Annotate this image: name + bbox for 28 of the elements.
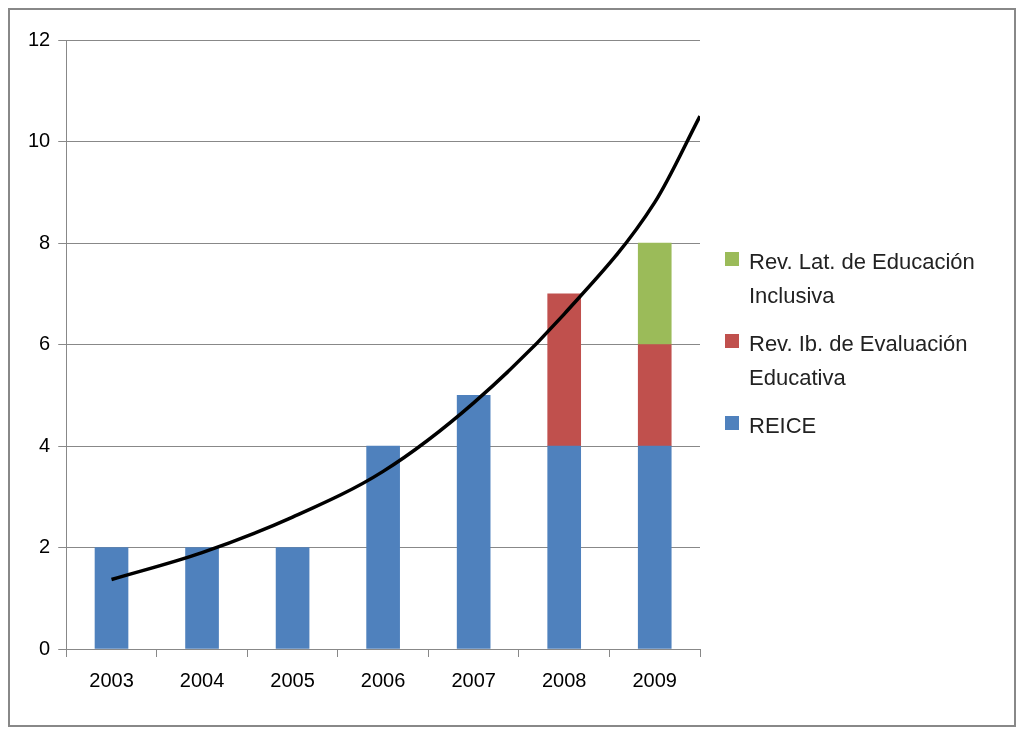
bar: [547, 445, 582, 649]
bar: [637, 242, 672, 345]
y-tick-label: 0: [39, 636, 51, 659]
bar: [366, 445, 400, 649]
x-tick-label: 2003: [89, 668, 134, 691]
bar: [637, 344, 672, 447]
x-tick-label: 2009: [632, 668, 677, 691]
legend-label: REICE: [749, 412, 817, 440]
y-tick-label: 12: [28, 27, 51, 50]
legend-label: Rev. Lat. de Educación Inclusiva: [749, 248, 976, 310]
bar: [456, 394, 491, 649]
x-tick-label: 2004: [179, 668, 225, 691]
bar: [275, 547, 310, 649]
y-tick-label: 8: [39, 230, 51, 253]
x-tick-label: 2008: [541, 668, 587, 691]
y-tick-label: 4: [39, 433, 51, 456]
bar: [547, 293, 582, 447]
bar: [185, 547, 219, 649]
x-tick-label: 2005: [270, 668, 315, 691]
bar: [94, 547, 129, 649]
legend-label: Rev. Ib. de Evaluación Educativa: [749, 330, 969, 392]
y-tick-label: 6: [39, 332, 51, 355]
line-series: [109, 114, 700, 582]
bar: [637, 445, 672, 649]
y-tick-label: 2: [39, 535, 51, 558]
y-tick-label: 10: [28, 129, 51, 152]
x-tick-label: 2006: [360, 668, 406, 691]
x-tick-label: 2007: [451, 668, 496, 691]
